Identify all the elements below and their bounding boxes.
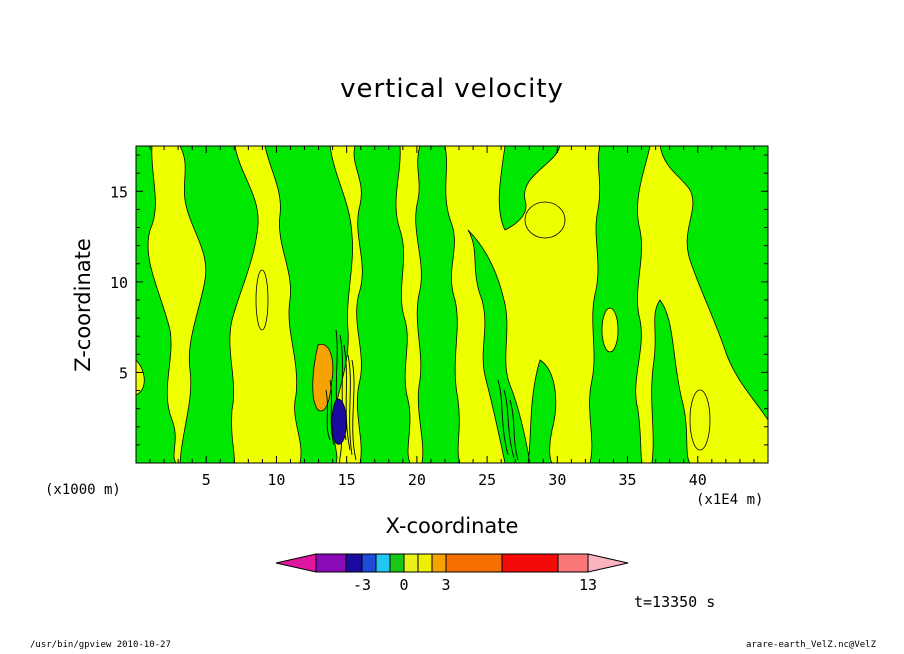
region-neg-11 [651, 299, 691, 463]
chart-title: vertical velocity [340, 74, 564, 104]
colorbar-cell [345, 553, 363, 573]
colorbar-cell [389, 553, 405, 573]
colorbar-tick-label: -3 [353, 576, 371, 594]
x-axis-label: X-coordinate [385, 514, 519, 538]
colorbar-cell [445, 553, 503, 573]
x-tick-label: 40 [689, 471, 707, 489]
colorbar-cell [417, 553, 433, 573]
colorbar-tick-label: 0 [399, 576, 408, 594]
x-unit-right: (x1E4 m) [696, 492, 764, 508]
region-neg-10 [527, 359, 557, 463]
region-neg-4 [353, 146, 411, 463]
x-tick-label: 10 [267, 471, 285, 489]
y-axis-label: Z-coordinate [71, 238, 95, 372]
time-label: t=13350 s [634, 593, 716, 611]
region-neg-9 [659, 146, 768, 421]
island-pos-1 [255, 269, 269, 331]
x-tick-label: 5 [202, 471, 211, 489]
x-tick-label: 15 [338, 471, 356, 489]
y-tick-label: 5 [119, 364, 128, 382]
region-neg-7 [498, 146, 561, 231]
region-neg-8 [589, 146, 651, 463]
y-axis: 5 10 15 [110, 154, 768, 446]
colorbar-arrow-high [587, 553, 629, 573]
footer-program-date: /usr/bin/gpview 2010-10-27 [30, 640, 171, 650]
island-pos-4 [689, 389, 711, 451]
y-tick-label: 15 [110, 183, 128, 201]
region-strong-neg [331, 398, 347, 445]
contour-field [136, 146, 768, 463]
region-neg-2 [179, 146, 259, 463]
region-strong-pos [312, 343, 334, 412]
x-tick-label: 30 [548, 471, 566, 489]
island-pos-2 [524, 201, 566, 239]
y-tick-label: 10 [110, 274, 128, 292]
colorbar-cell [431, 553, 447, 573]
island-pos-3 [601, 307, 619, 353]
x-tick-label: 35 [619, 471, 637, 489]
x-axis: 5 10 15 20 25 30 35 40 [149, 146, 755, 489]
plot-frame [135, 145, 769, 464]
region-neg-6 [467, 229, 531, 463]
x-tick-label: 20 [408, 471, 426, 489]
colorbar: -3 0 3 13 [275, 553, 629, 594]
colorbar-cell [315, 553, 347, 573]
footer-file-variable: arare-earth_VelZ.nc@VelZ [745, 640, 876, 650]
colorbar-cell [557, 553, 589, 573]
colorbar-cell [375, 553, 391, 573]
colorbar-cell [501, 553, 559, 573]
colorbar-tick-label: 3 [441, 576, 450, 594]
colorbar-cell [361, 553, 377, 573]
x-unit-left: (x1000 m) [45, 482, 121, 498]
x-tick-label: 25 [478, 471, 496, 489]
colorbar-arrow-low [275, 553, 317, 573]
colorbar-tick-label: 13 [579, 576, 597, 594]
colorbar-cell [403, 553, 419, 573]
